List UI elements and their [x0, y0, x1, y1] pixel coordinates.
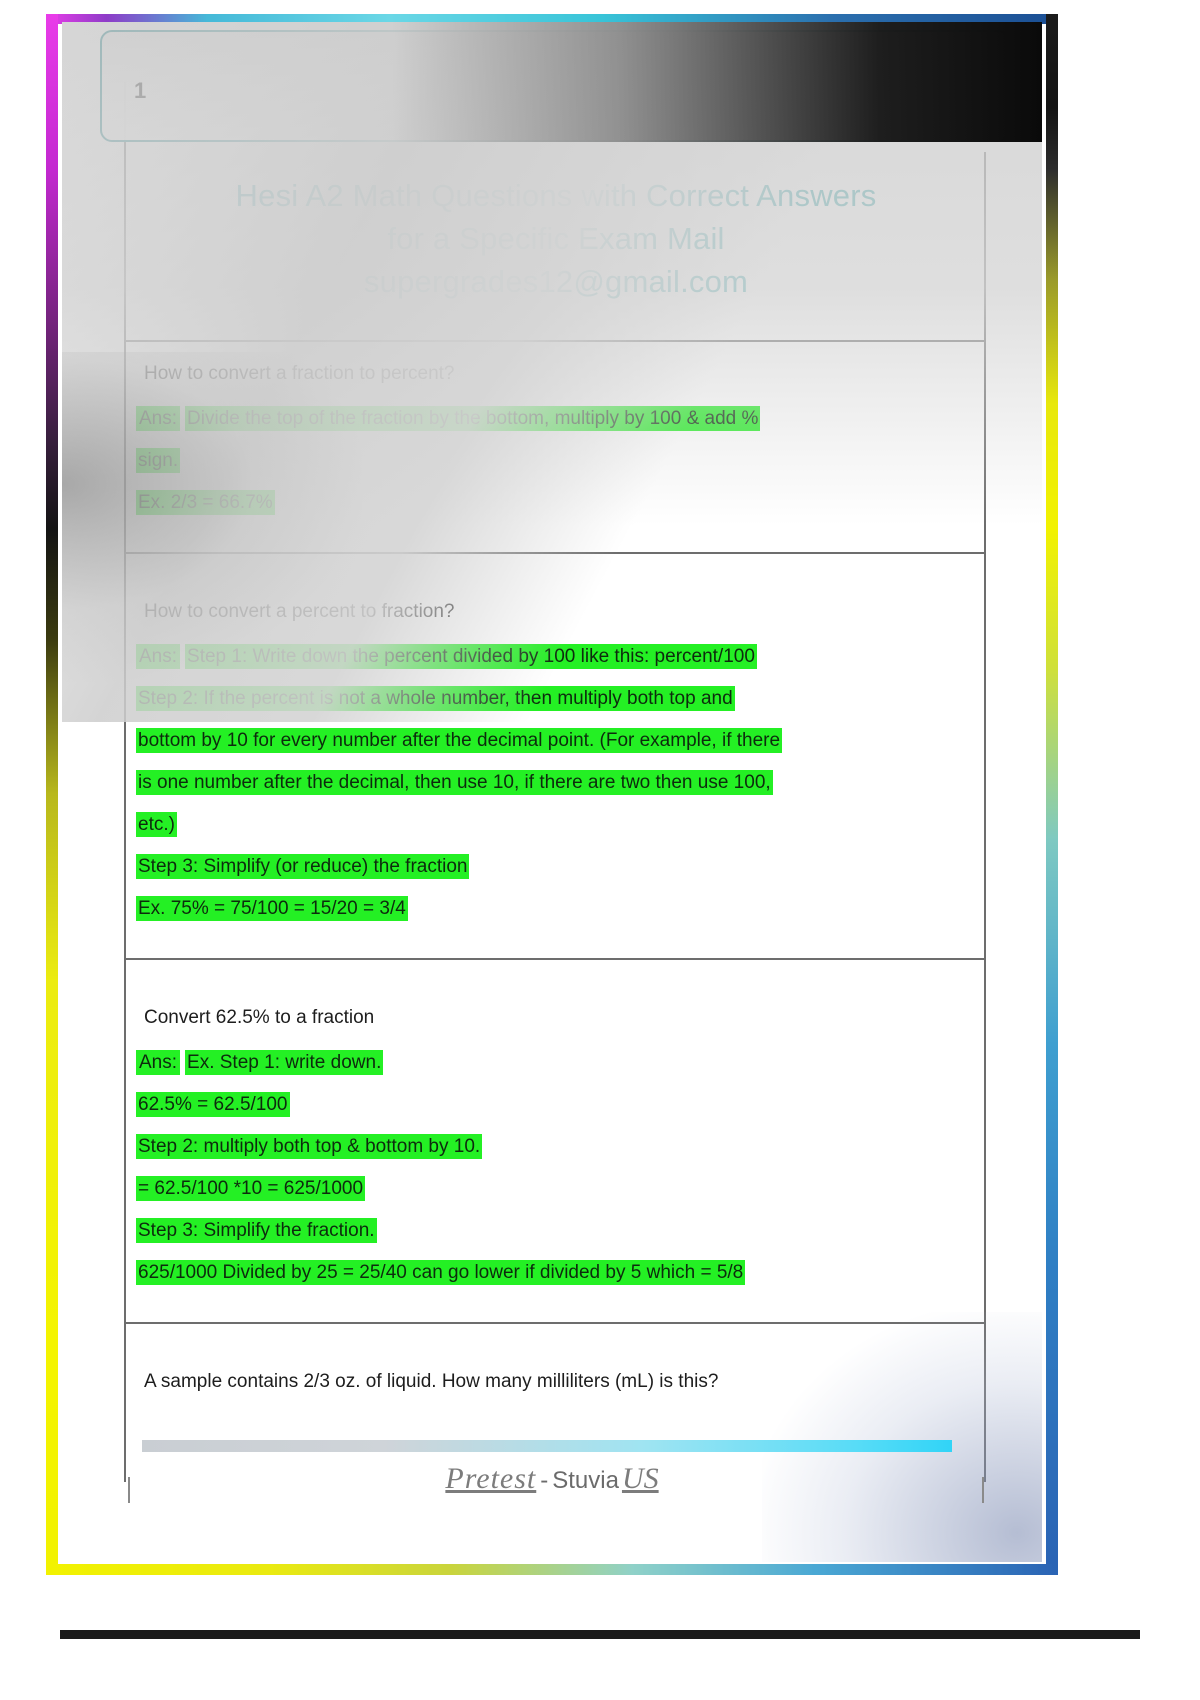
title-line-1: Hesi A2 Math Questions with Correct Answ… [235, 178, 877, 213]
footer-left-tick [128, 1477, 130, 1503]
document-header: Hesi A2 Math Questions with Correct Answ… [126, 152, 986, 319]
answer-line: Step 2: multiply both top & bottom by 10… [126, 1126, 986, 1168]
question-text: A sample contains 2/3 oz. of liquid. How… [144, 1371, 719, 1392]
answer-line: 62.5% = 62.5/100 [126, 1084, 986, 1126]
frame-edge-bottom-bar [60, 1630, 1140, 1639]
answer-text: 625/1000 Divided by 25 = 25/40 can go lo… [136, 1260, 746, 1285]
answer-text: Ex. 75% = 75/100 = 15/20 = 3/4 [136, 896, 408, 921]
answer-text: Step 1: Write down the percent divided b… [185, 644, 757, 669]
answer-text: bottom by 10 for every number after the … [136, 728, 783, 753]
table-right-rule [984, 152, 986, 1482]
table-row: How to convert a fraction to percent? An… [126, 340, 986, 552]
table-row: How to convert a percent to fraction? An… [126, 552, 986, 958]
answer-text: Ex. Step 1: write down. [185, 1050, 384, 1075]
answer-line: Ans: Step 1: Write down the percent divid… [126, 636, 986, 678]
title-line-3-email: supergrades12@gmail.com [363, 264, 749, 299]
answer-line: Ex. 75% = 75/100 = 15/20 = 3/4 [126, 888, 986, 930]
frame-edge-left [46, 14, 58, 1574]
footer: Pretest - Stuvia US [62, 1462, 1042, 1496]
row-spacer [126, 930, 986, 944]
answer-text: Step 2: If the percent is not a whole nu… [136, 686, 735, 711]
answer-line: is one number after the decimal, then us… [126, 762, 986, 804]
answer-text: 62.5% = 62.5/100 [136, 1092, 290, 1117]
answer-text: Step 3: Simplify (or reduce) the fractio… [136, 854, 470, 879]
row-spacer [126, 1294, 986, 1308]
footer-right-tick [982, 1477, 984, 1503]
row-spacer [126, 970, 986, 996]
document-page: 1 Hesi A2 Math Questions with Correct An… [62, 22, 1042, 1562]
title-line-2: for a Specific Exam Mail [387, 221, 725, 256]
answer-line: Step 3: Simplify the fraction. [126, 1210, 986, 1252]
footer-stuvia-label: Stuvia [552, 1467, 619, 1494]
answer-line: etc.) [126, 804, 986, 846]
row-spacer [126, 524, 986, 538]
footer-divider-bar [142, 1440, 952, 1452]
answer-text: Ex. 2/3 = 66.7% [136, 490, 275, 515]
answer-line: Step 3: Simplify (or reduce) the fractio… [126, 846, 986, 888]
table-left-rule [124, 82, 126, 1482]
answer-tag: Ans: [136, 406, 181, 431]
answer-text: is one number after the decimal, then us… [136, 770, 773, 795]
frame-edge-right [1046, 14, 1058, 1574]
row-spacer [126, 1334, 986, 1360]
answer-text: etc.) [136, 812, 177, 837]
table-row: Convert 62.5% to a fraction Ans: Ex. Step… [126, 958, 986, 1322]
footer-us-label: US [621, 1462, 659, 1495]
row-spacer [126, 564, 986, 590]
answer-line: bottom by 10 for every number after the … [126, 720, 986, 762]
answer-tag: Ans: [136, 644, 181, 669]
frame-edge-bottom [46, 1564, 1058, 1575]
answer-tag: Ans: [136, 1050, 181, 1075]
answer-text: sign. [136, 448, 181, 473]
question-text: How to convert a percent to fraction? [144, 601, 455, 622]
answer-line: Ex. 2/3 = 66.7% [126, 482, 986, 524]
page-number: 1 [134, 78, 147, 103]
answer-line: Ans: Ex. Step 1: write down. [126, 1042, 986, 1084]
answer-text: Step 3: Simplify the fraction. [136, 1218, 377, 1243]
answer-text: Divide the top of the fraction by the bo… [185, 406, 761, 431]
answer-text: = 62.5/100 *10 = 625/1000 [136, 1176, 366, 1201]
qa-table: How to convert a fraction to percent? An… [126, 340, 986, 1446]
frame-edge-top [46, 14, 1056, 24]
question-text: How to convert a fraction to percent? [144, 363, 455, 384]
answer-line: = 62.5/100 *10 = 625/1000 [126, 1168, 986, 1210]
footer-pretest-label: Pretest [445, 1462, 537, 1495]
footer-separator: - [540, 1467, 549, 1494]
answer-line: Ans: Divide the top of the fraction by th… [126, 398, 986, 440]
table-row: A sample contains 2/3 oz. of liquid. How… [126, 1322, 986, 1446]
answer-line: Step 2: If the percent is not a whole nu… [126, 678, 986, 720]
answer-text: Step 2: multiply both top & bottom by 10… [136, 1134, 483, 1159]
row-spacer [126, 1406, 986, 1432]
page-title: Hesi A2 Math Questions with Correct Answ… [136, 174, 976, 303]
answer-line: 625/1000 Divided by 25 = 25/40 can go lo… [126, 1252, 986, 1294]
answer-line: sign. [126, 440, 986, 482]
question-text: Convert 62.5% to a fraction [144, 1007, 375, 1028]
page-number-tab [100, 30, 1010, 142]
